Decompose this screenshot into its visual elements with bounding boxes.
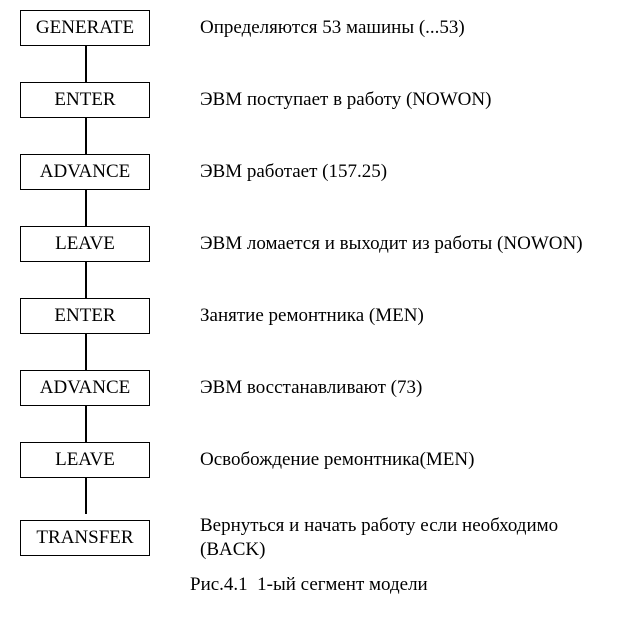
- node-desc: ЭВМ восстанавливают (73): [200, 376, 422, 400]
- connector-line: [85, 262, 87, 298]
- flow-node: LEAVE ЭВМ ломается и выходит из работы (…: [10, 226, 624, 262]
- node-box-enter: ENTER: [20, 82, 150, 118]
- flow-node: ADVANCE ЭВМ работает (157.25): [10, 154, 624, 190]
- node-label: TRANSFER: [36, 527, 133, 549]
- connector-line: [85, 478, 87, 514]
- node-label: LEAVE: [55, 449, 115, 471]
- node-box-leave: LEAVE: [20, 442, 150, 478]
- node-label: ADVANCE: [40, 161, 130, 183]
- node-box-enter: ENTER: [20, 298, 150, 334]
- node-label: LEAVE: [55, 233, 115, 255]
- connector-line: [85, 334, 87, 370]
- connector-line: [85, 46, 87, 82]
- node-desc: ЭВМ работает (157.25): [200, 160, 387, 184]
- flow-node: LEAVE Освобождение ремонтника(MEN): [10, 442, 624, 478]
- connector-line: [85, 118, 87, 154]
- node-label: ENTER: [54, 89, 115, 111]
- node-box-advance: ADVANCE: [20, 370, 150, 406]
- node-desc: Определяются 53 машины (...53): [200, 16, 465, 40]
- node-label: ENTER: [54, 305, 115, 327]
- flow-node: ENTER Занятие ремонтника (MEN): [10, 298, 624, 334]
- node-desc: Освобождение ремонтника(MEN): [200, 448, 474, 472]
- flow-node: ENTER ЭВМ поступает в работу (NOWON): [10, 82, 624, 118]
- flow-node: GENERATE Определяются 53 машины (...53): [10, 10, 624, 46]
- caption-text: 1-ый сегмент модели: [257, 574, 428, 595]
- figure-caption: Рис.4.1 1-ый сегмент модели: [190, 574, 428, 596]
- flowchart-diagram: GENERATE Определяются 53 машины (...53) …: [10, 10, 624, 596]
- connector-row: [10, 190, 624, 226]
- connector-row: [10, 46, 624, 82]
- node-desc: ЭВМ ломается и выходит из работы (NOWON): [200, 232, 583, 256]
- connector-row: [10, 262, 624, 298]
- node-box-leave: LEAVE: [20, 226, 150, 262]
- connector-row: [10, 334, 624, 370]
- node-desc: Занятие ремонтника (MEN): [200, 304, 424, 328]
- node-label: ADVANCE: [40, 377, 130, 399]
- connector-line: [85, 406, 87, 442]
- node-box-advance: ADVANCE: [20, 154, 150, 190]
- flow-node: TRANSFER Вернуться и начать работу если …: [10, 514, 624, 562]
- connector-line: [85, 190, 87, 226]
- node-label: GENERATE: [36, 17, 134, 39]
- flow-node: ADVANCE ЭВМ восстанавливают (73): [10, 370, 624, 406]
- node-desc: ЭВМ поступает в работу (NOWON): [200, 88, 491, 112]
- connector-row: [10, 406, 624, 442]
- connector-row: [10, 118, 624, 154]
- node-box-transfer: TRANSFER: [20, 520, 150, 556]
- caption-prefix: Рис.4.1: [190, 574, 248, 595]
- connector-row: [10, 478, 624, 514]
- node-box-generate: GENERATE: [20, 10, 150, 46]
- node-desc: Вернуться и начать работу если необходим…: [200, 514, 620, 562]
